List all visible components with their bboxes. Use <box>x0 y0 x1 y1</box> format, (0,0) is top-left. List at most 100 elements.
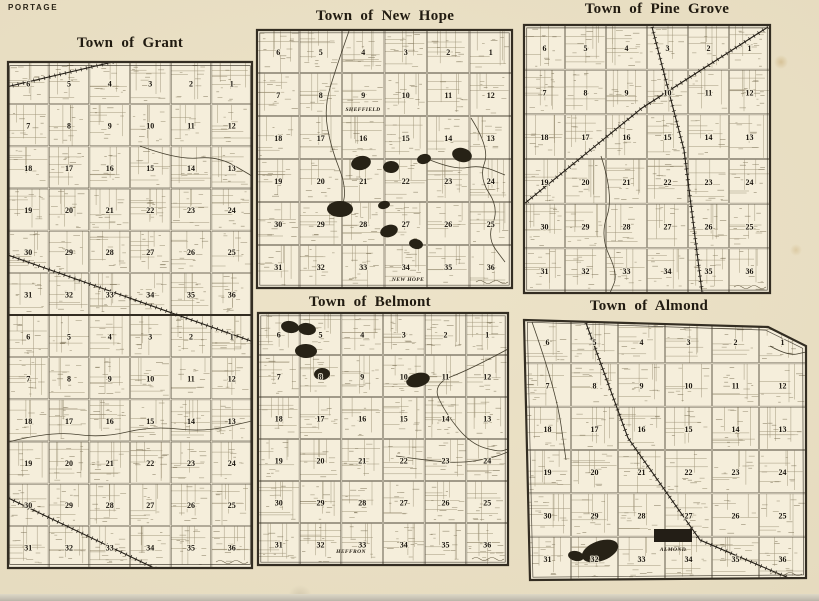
svg-text:10: 10 <box>146 122 154 131</box>
svg-text:8: 8 <box>319 91 323 100</box>
svg-text:9: 9 <box>640 382 644 391</box>
svg-text:22: 22 <box>402 177 410 186</box>
svg-text:13: 13 <box>779 425 787 434</box>
svg-text:8: 8 <box>584 89 588 98</box>
svg-text:13: 13 <box>228 164 236 173</box>
svg-text:26: 26 <box>442 498 450 507</box>
svg-text:23: 23 <box>442 456 450 465</box>
svg-text:31: 31 <box>24 543 32 552</box>
svg-text:4: 4 <box>108 80 112 89</box>
svg-text:32: 32 <box>65 290 73 299</box>
svg-text:20: 20 <box>317 456 325 465</box>
svg-text:27: 27 <box>664 223 672 232</box>
svg-text:5: 5 <box>593 338 597 347</box>
svg-text:32: 32 <box>65 543 73 552</box>
svg-text:4: 4 <box>360 330 364 339</box>
village-block <box>654 529 692 542</box>
svg-text:26: 26 <box>732 512 740 521</box>
lake <box>351 155 371 171</box>
svg-text:2: 2 <box>444 330 448 339</box>
svg-text:19: 19 <box>541 178 549 187</box>
map-title-belmont: Town of Belmont <box>309 294 431 310</box>
svg-text:2: 2 <box>189 333 193 342</box>
svg-text:23: 23 <box>444 177 452 186</box>
svg-text:23: 23 <box>187 206 195 215</box>
svg-text:20: 20 <box>591 468 599 477</box>
svg-text:36: 36 <box>228 543 236 552</box>
svg-text:27: 27 <box>400 498 408 507</box>
svg-text:9: 9 <box>625 89 629 98</box>
svg-text:34: 34 <box>402 263 410 272</box>
place-label-sheffield: SHEFFIELD <box>345 107 381 113</box>
svg-text:13: 13 <box>487 134 495 143</box>
svg-text:6: 6 <box>276 48 280 57</box>
svg-text:25: 25 <box>228 501 236 510</box>
svg-text:15: 15 <box>146 164 154 173</box>
svg-text:33: 33 <box>106 290 114 299</box>
svg-text:34: 34 <box>664 267 672 276</box>
svg-text:25: 25 <box>487 220 495 229</box>
lake <box>581 539 619 563</box>
lake <box>568 550 584 562</box>
lake <box>417 153 431 165</box>
svg-text:20: 20 <box>65 206 73 215</box>
svg-text:33: 33 <box>359 263 367 272</box>
svg-text:36: 36 <box>228 290 236 299</box>
lake <box>409 238 423 250</box>
svg-text:3: 3 <box>666 44 670 53</box>
svg-text:7: 7 <box>276 91 280 100</box>
svg-text:1: 1 <box>230 333 234 342</box>
svg-text:19: 19 <box>24 206 32 215</box>
svg-text:6: 6 <box>546 338 550 347</box>
svg-text:29: 29 <box>317 220 325 229</box>
svg-text:30: 30 <box>275 498 283 507</box>
svg-text:12: 12 <box>483 372 491 381</box>
lake <box>281 320 299 334</box>
svg-text:3: 3 <box>404 48 408 57</box>
svg-text:1: 1 <box>781 338 785 347</box>
svg-text:35: 35 <box>442 540 450 549</box>
svg-text:31: 31 <box>275 540 283 549</box>
svg-text:30: 30 <box>544 512 552 521</box>
svg-text:34: 34 <box>400 540 408 549</box>
svg-text:10: 10 <box>402 91 410 100</box>
svg-text:1: 1 <box>230 80 234 89</box>
svg-text:5: 5 <box>67 333 71 342</box>
svg-text:5: 5 <box>319 330 323 339</box>
lake <box>378 200 390 210</box>
svg-text:33: 33 <box>638 555 646 564</box>
svg-text:10: 10 <box>400 372 408 381</box>
map-almond <box>524 320 806 580</box>
svg-text:26: 26 <box>187 248 195 257</box>
map-title-almond: Town of Almond <box>589 298 709 314</box>
svg-text:16: 16 <box>359 134 367 143</box>
svg-text:29: 29 <box>582 223 590 232</box>
svg-text:13: 13 <box>228 417 236 426</box>
svg-text:3: 3 <box>148 333 152 342</box>
svg-text:14: 14 <box>705 133 713 142</box>
svg-text:3: 3 <box>402 330 406 339</box>
svg-text:32: 32 <box>317 540 325 549</box>
svg-text:22: 22 <box>146 459 154 468</box>
svg-text:24: 24 <box>483 456 491 465</box>
svg-text:17: 17 <box>65 417 73 426</box>
svg-text:5: 5 <box>67 80 71 89</box>
svg-text:7: 7 <box>26 122 30 131</box>
lake <box>406 372 430 388</box>
svg-text:34: 34 <box>685 555 693 564</box>
svg-text:33: 33 <box>106 543 114 552</box>
svg-text:29: 29 <box>65 501 73 510</box>
svg-text:36: 36 <box>483 540 491 549</box>
svg-text:28: 28 <box>106 501 114 510</box>
svg-text:17: 17 <box>591 425 599 434</box>
svg-text:10: 10 <box>664 89 672 98</box>
svg-text:28: 28 <box>358 498 366 507</box>
svg-text:27: 27 <box>146 248 154 257</box>
svg-text:6: 6 <box>277 330 281 339</box>
svg-text:29: 29 <box>65 248 73 257</box>
svg-text:32: 32 <box>582 267 590 276</box>
svg-text:8: 8 <box>67 122 71 131</box>
